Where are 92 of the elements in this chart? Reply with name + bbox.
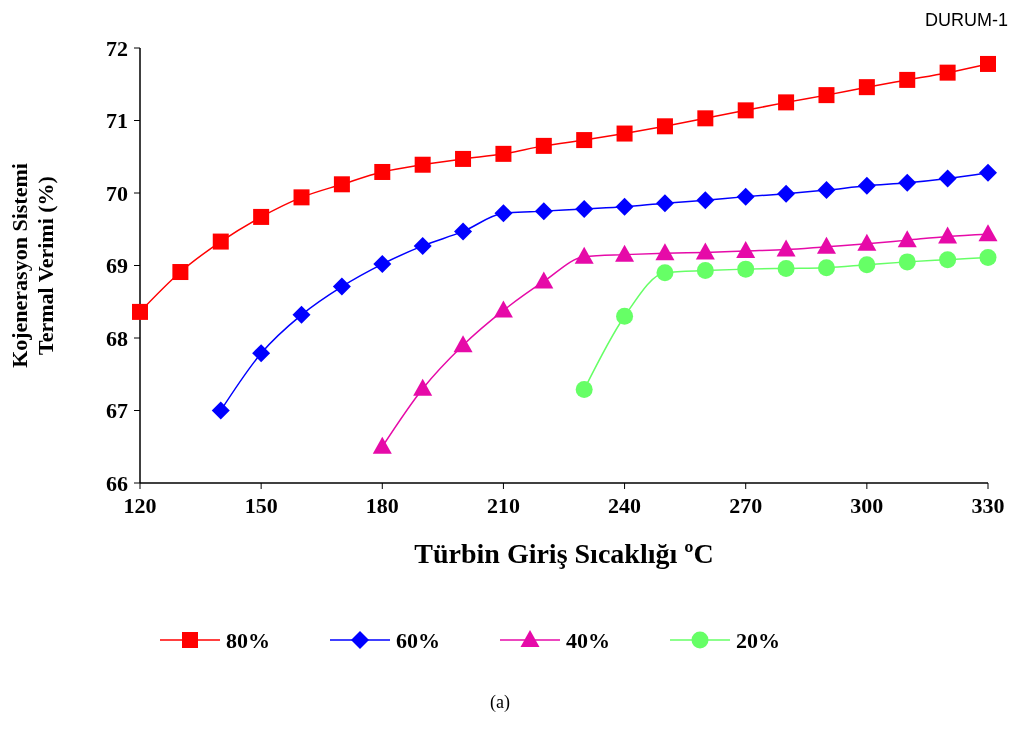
point bbox=[616, 125, 633, 142]
point bbox=[616, 307, 634, 325]
point bbox=[696, 191, 715, 210]
point bbox=[776, 239, 796, 257]
x-tick-label: 270 bbox=[729, 493, 763, 518]
y-tick-label: 66 bbox=[106, 470, 128, 496]
point bbox=[495, 145, 512, 162]
point bbox=[535, 137, 552, 154]
point bbox=[332, 277, 351, 296]
point bbox=[253, 208, 270, 225]
point bbox=[939, 64, 956, 81]
x-tick-label: 180 bbox=[365, 493, 399, 518]
point bbox=[857, 176, 876, 195]
point bbox=[979, 249, 997, 267]
x-tick-label: 240 bbox=[608, 493, 642, 518]
point bbox=[695, 242, 715, 260]
point bbox=[938, 226, 958, 244]
chart-title: DURUM-1 bbox=[925, 10, 1008, 30]
point bbox=[898, 253, 916, 271]
point bbox=[656, 118, 673, 135]
point bbox=[374, 163, 391, 180]
point bbox=[575, 199, 594, 218]
point bbox=[980, 55, 996, 72]
point bbox=[655, 243, 675, 261]
point bbox=[414, 156, 431, 173]
point bbox=[292, 305, 311, 324]
point bbox=[455, 150, 472, 167]
y-tick-label: 72 bbox=[106, 35, 128, 61]
point bbox=[696, 262, 714, 280]
legend-label: 20% bbox=[736, 627, 780, 653]
point bbox=[333, 176, 350, 193]
point bbox=[575, 380, 593, 398]
point bbox=[494, 204, 513, 223]
point bbox=[737, 102, 754, 119]
x-tick-label: 300 bbox=[850, 493, 884, 518]
point bbox=[413, 236, 432, 255]
x-axis-title: Türbin Giriş Sıcaklığı ºC bbox=[414, 538, 714, 569]
point bbox=[413, 378, 433, 396]
point bbox=[737, 260, 755, 278]
point bbox=[938, 169, 957, 188]
x-tick-label: 330 bbox=[971, 493, 1005, 518]
point bbox=[817, 259, 835, 277]
point bbox=[939, 251, 957, 269]
point bbox=[979, 163, 997, 182]
point bbox=[857, 233, 877, 251]
y-tick-label: 71 bbox=[106, 108, 128, 134]
point bbox=[978, 224, 998, 242]
x-tick-label: 150 bbox=[244, 493, 278, 518]
legend-label: 40% bbox=[566, 627, 610, 653]
point bbox=[858, 79, 875, 96]
point bbox=[655, 194, 674, 213]
point bbox=[252, 344, 271, 363]
point bbox=[697, 110, 714, 127]
point bbox=[132, 303, 148, 320]
point bbox=[818, 87, 835, 104]
point bbox=[656, 264, 674, 282]
point bbox=[615, 244, 635, 262]
point bbox=[736, 187, 755, 206]
point bbox=[898, 173, 917, 192]
point bbox=[777, 184, 796, 203]
point bbox=[453, 335, 473, 353]
point bbox=[534, 202, 553, 221]
point bbox=[534, 271, 554, 289]
point bbox=[858, 256, 876, 274]
point bbox=[777, 259, 795, 277]
point bbox=[899, 71, 916, 88]
point bbox=[816, 236, 836, 254]
x-tick-label: 210 bbox=[486, 493, 520, 518]
point bbox=[212, 233, 229, 250]
text: (a) bbox=[490, 692, 510, 713]
legend-label: 80% bbox=[226, 627, 270, 653]
point bbox=[778, 94, 795, 111]
x-tick-label: 120 bbox=[123, 493, 157, 518]
y-tick-label: 69 bbox=[106, 253, 128, 279]
y-tick-label: 70 bbox=[106, 180, 128, 206]
point bbox=[817, 181, 836, 200]
point bbox=[454, 222, 473, 241]
point bbox=[372, 436, 392, 454]
y-axis-title: Kojenerasyon Sistemi Termal Verimi (%) bbox=[6, 163, 59, 368]
point bbox=[897, 230, 917, 248]
y-tick-label: 68 bbox=[106, 325, 128, 351]
point bbox=[293, 189, 310, 206]
point bbox=[373, 255, 392, 274]
legend-label: 60% bbox=[396, 627, 440, 653]
point bbox=[615, 197, 634, 216]
point bbox=[172, 264, 189, 281]
point bbox=[576, 132, 593, 149]
point bbox=[493, 300, 513, 318]
point bbox=[574, 246, 594, 264]
point bbox=[211, 401, 230, 420]
point bbox=[736, 241, 756, 258]
y-tick-label: 67 bbox=[106, 398, 128, 424]
